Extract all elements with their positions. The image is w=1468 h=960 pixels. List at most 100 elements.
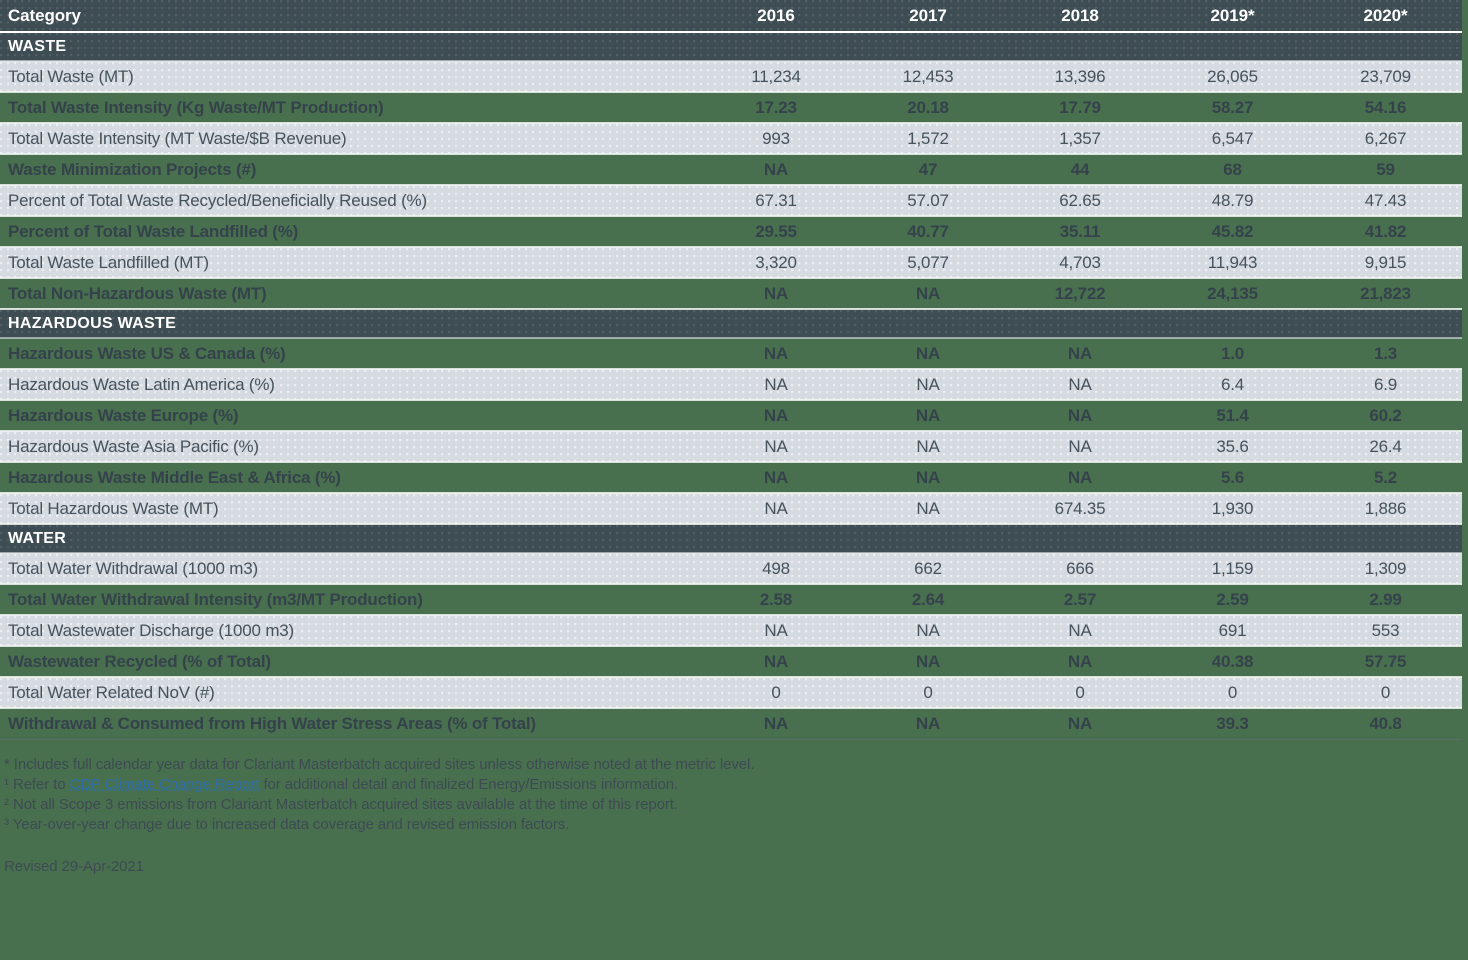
metric-label: Total Water Withdrawal Intensity (m3/MT … [0, 584, 700, 616]
metric-value: NA [700, 431, 852, 463]
metric-value: NA [700, 154, 852, 186]
table-row: Percent of Total Waste Recycled/Benefici… [0, 185, 1462, 217]
metric-value: 2.58 [700, 584, 852, 616]
metric-value: NA [1004, 646, 1156, 678]
metric-value: NA [852, 369, 1004, 401]
table-row: Hazardous Waste Middle East & Africa (%)… [0, 462, 1462, 494]
metric-value: 1.0 [1156, 338, 1309, 370]
metric-value: 57.07 [852, 185, 1004, 217]
metric-value: 0 [1004, 677, 1156, 709]
metric-value: 11,943 [1156, 247, 1309, 279]
table-row: Hazardous Waste US & Canada (%) NA NA NA 1.0… [0, 338, 1462, 370]
category-column-header: Category [0, 0, 700, 33]
metric-value: NA [852, 615, 1004, 647]
metric-value: 11,234 [700, 61, 852, 93]
metric-value: 674.35 [1004, 493, 1156, 525]
metric-value: 5,077 [852, 247, 1004, 279]
year-column-header: 2016 [700, 0, 852, 33]
table-row: Total Hazardous Waste (MT) NA NA 674.35 1,93… [0, 493, 1462, 525]
metric-value: 24,135 [1156, 278, 1309, 310]
section-title: WASTE [0, 32, 1462, 62]
table-row: Total Water Related NoV (#) 0 0 0 0 0 [0, 677, 1462, 709]
metric-value: 20.18 [852, 92, 1004, 124]
metric-value: 0 [1156, 677, 1309, 709]
cdp-climate-change-report-link[interactable]: CDP Climate Change Report [69, 775, 260, 793]
metric-value: 23,709 [1309, 61, 1462, 93]
metric-value: 1,930 [1156, 493, 1309, 525]
metric-value: 47.43 [1309, 185, 1462, 217]
metric-value: 67.31 [700, 185, 852, 217]
metric-value: 1.3 [1309, 338, 1462, 370]
metric-value: 47 [852, 154, 1004, 186]
metric-value: 5.2 [1309, 462, 1462, 494]
metric-value: 6,267 [1309, 123, 1462, 155]
metric-value: 58.27 [1156, 92, 1309, 124]
metric-value: 498 [700, 553, 852, 585]
table-row: Hazardous Waste Asia Pacific (%) NA NA NA 35… [0, 431, 1462, 463]
metric-value: NA [700, 278, 852, 310]
table-row: Hazardous Waste Europe (%) NA NA NA 51.4 60.2 [0, 400, 1462, 432]
metric-value: NA [700, 338, 852, 370]
metric-label: Total Water Withdrawal (1000 m3) [0, 553, 700, 585]
table-row: Wastewater Recycled (% of Total) NA NA NA 40… [0, 646, 1462, 678]
metric-value: 35.11 [1004, 216, 1156, 248]
metric-value: 2.57 [1004, 584, 1156, 616]
metric-value: 553 [1309, 615, 1462, 647]
section-header-row: HAZARDOUS WASTE [0, 309, 1462, 339]
year-column-header: 2018 [1004, 0, 1156, 33]
metric-value: NA [852, 708, 1004, 740]
metric-label: Hazardous Waste US & Canada (%) [0, 338, 700, 370]
metric-value: 1,159 [1156, 553, 1309, 585]
metric-value: 41.82 [1309, 216, 1462, 248]
metric-value: 51.4 [1156, 400, 1309, 432]
metric-label: Total Waste Landfilled (MT) [0, 247, 700, 279]
metric-label: Percent of Total Waste Landfilled (%) [0, 216, 700, 248]
metric-value: 3,320 [700, 247, 852, 279]
metric-value: 13,396 [1004, 61, 1156, 93]
metric-value: 59 [1309, 154, 1462, 186]
metric-value: 35.6 [1156, 431, 1309, 463]
footnote-1: ¹ Refer to CDP Climate Change Report for… [4, 775, 1468, 795]
metric-value: 666 [1004, 553, 1156, 585]
metric-value: 1,357 [1004, 123, 1156, 155]
metric-value: 691 [1156, 615, 1309, 647]
metric-value: 62.65 [1004, 185, 1156, 217]
metric-value: 5.6 [1156, 462, 1309, 494]
metric-value: NA [852, 278, 1004, 310]
section-title: WATER [0, 524, 1462, 554]
metric-label: Total Water Related NoV (#) [0, 677, 700, 709]
metric-value: 48.79 [1156, 185, 1309, 217]
metric-value: NA [1004, 615, 1156, 647]
metric-value: NA [700, 462, 852, 494]
metric-value: NA [1004, 400, 1156, 432]
metric-value: 45.82 [1156, 216, 1309, 248]
metric-value: NA [852, 431, 1004, 463]
metric-value: 6.4 [1156, 369, 1309, 401]
metric-value: 1,886 [1309, 493, 1462, 525]
metric-label: Total Waste Intensity (Kg Waste/MT Produ… [0, 92, 700, 124]
metric-label: Hazardous Waste Latin America (%) [0, 369, 700, 401]
metric-value: 993 [700, 123, 852, 155]
footnotes: * Includes full calendar year data for C… [0, 740, 1468, 877]
table-header-row: Category 2016 2017 2018 2019* 2020* [0, 0, 1462, 33]
metric-value: NA [700, 615, 852, 647]
footnote-1-suffix: for additional detail and finalized Ener… [259, 775, 679, 793]
metric-value: 1,572 [852, 123, 1004, 155]
metric-label: Total Non-Hazardous Waste (MT) [0, 278, 700, 310]
metric-value: NA [700, 369, 852, 401]
table-row: Total Waste (MT) 11,234 12,453 13,396 26,065… [0, 61, 1462, 93]
metric-label: Percent of Total Waste Recycled/Benefici… [0, 185, 700, 217]
metric-label: Hazardous Waste Europe (%) [0, 400, 700, 432]
metric-label: Hazardous Waste Asia Pacific (%) [0, 431, 700, 463]
footnote-asterisk: * Includes full calendar year data for C… [4, 755, 755, 773]
metric-value: 26,065 [1156, 61, 1309, 93]
metric-value: 21,823 [1309, 278, 1462, 310]
table-row: Total Waste Landfilled (MT) 3,320 5,077 4,7… [0, 247, 1462, 279]
metric-value: NA [1004, 462, 1156, 494]
table-row: Total Waste Intensity (Kg Waste/MT Produ… [0, 92, 1462, 124]
metric-value: 40.8 [1309, 708, 1462, 740]
section-header-row: WATER [0, 524, 1462, 554]
table-row: Total Wastewater Discharge (1000 m3) NA NA… [0, 615, 1462, 647]
metric-value: 12,453 [852, 61, 1004, 93]
metric-value: 0 [852, 677, 1004, 709]
